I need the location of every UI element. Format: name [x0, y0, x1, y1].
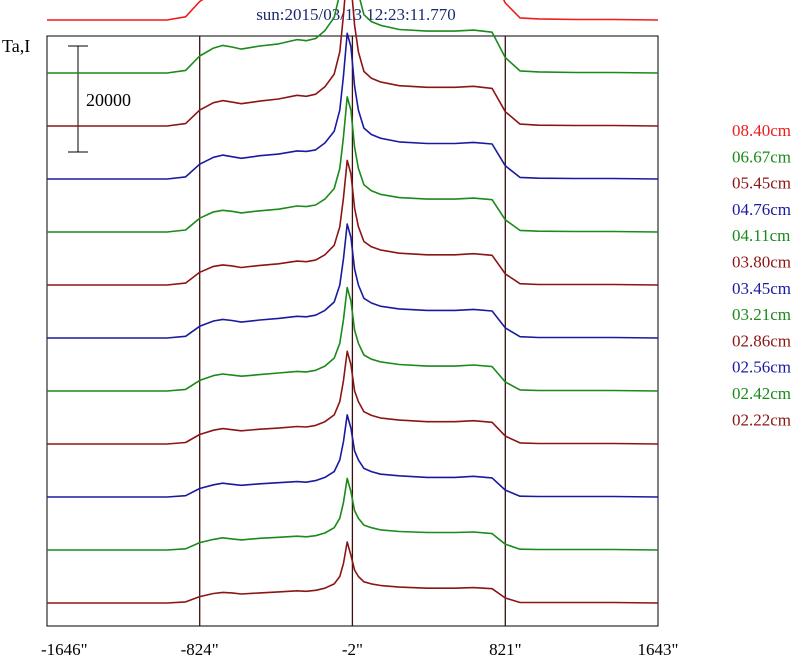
y-axis-label: Ta,I [2, 36, 30, 56]
series-group [47, 0, 659, 604]
scale-bar: 20000 [68, 45, 131, 153]
legend-entry: 06.67cm [732, 147, 791, 166]
series-line-03.80cm [47, 159, 659, 286]
series-line-02.56cm [47, 414, 659, 498]
legend-entry: 02.56cm [732, 358, 791, 377]
series-line-02.42cm [47, 477, 659, 551]
x-tick-label: 1643" [638, 640, 679, 659]
x-axis-tick-labels: -1646" -824" -2" 821" 1643" [41, 640, 678, 659]
legend-entry: 03.21cm [732, 305, 791, 324]
x-tick-label: 821" [489, 640, 521, 659]
series-line-04.76cm [47, 32, 659, 180]
series-line-02.86cm [47, 350, 659, 445]
legend-entry: 05.45cm [732, 174, 791, 193]
legend-entry: 02.86cm [732, 331, 791, 350]
legend-entry: 03.45cm [732, 279, 791, 298]
series-line-03.21cm [47, 286, 659, 392]
series-line-04.11cm [47, 96, 659, 233]
chart-title: sun:2015/03/13 12:23:11.770 [256, 5, 456, 24]
x-tick-label: -1646" [41, 640, 88, 659]
x-tick-label: -2" [342, 640, 363, 659]
scale-bar-label: 20000 [86, 90, 131, 110]
series-line-06.67cm [47, 0, 659, 74]
series-line-05.45cm [47, 0, 659, 127]
legend-entry: 03.80cm [732, 253, 791, 272]
legend-entry: 04.11cm [732, 226, 790, 245]
vertical-reference-lines [199, 36, 506, 626]
series-line-02.22cm [47, 541, 659, 604]
x-tick-label: -824" [181, 640, 219, 659]
legend-entry: 02.22cm [732, 410, 791, 429]
legend-entry: 04.76cm [732, 200, 791, 219]
legend-entry: 02.42cm [732, 384, 791, 403]
legend-entry: 08.40cm [732, 121, 791, 140]
series-line-03.45cm [47, 223, 659, 339]
legend: 08.40cm 06.67cm 05.45cm 04.76cm 04.11cm 03.80… [732, 121, 791, 429]
